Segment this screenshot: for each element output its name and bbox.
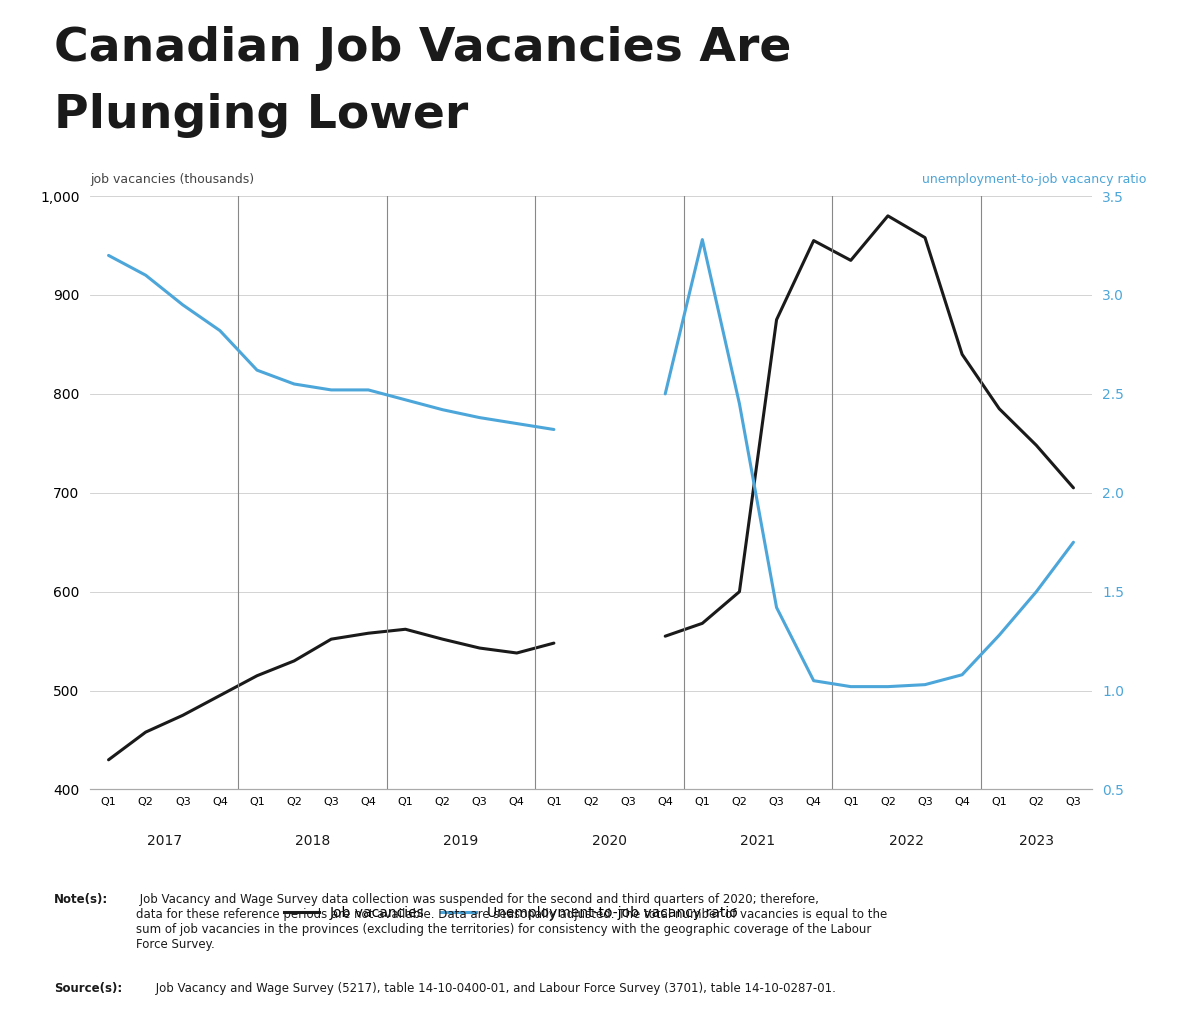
Text: 2018: 2018 — [295, 834, 330, 848]
Text: Note(s):: Note(s): — [54, 893, 108, 906]
Legend: Job vacancies, Unemployment-to-job vacancy ratio: Job vacancies, Unemployment-to-job vacan… — [278, 900, 743, 926]
Text: 2017: 2017 — [146, 834, 181, 848]
Text: Plunging Lower: Plunging Lower — [54, 93, 468, 138]
Text: 2022: 2022 — [889, 834, 924, 848]
Text: job vacancies (thousands): job vacancies (thousands) — [90, 172, 254, 186]
Text: 2020: 2020 — [592, 834, 628, 848]
Text: 2019: 2019 — [444, 834, 479, 848]
Text: Source(s):: Source(s): — [54, 982, 122, 996]
Text: unemployment-to-job vacancy ratio: unemployment-to-job vacancy ratio — [922, 172, 1146, 186]
Text: 2023: 2023 — [1019, 834, 1054, 848]
Text: Job Vacancy and Wage Survey data collection was suspended for the second and thi: Job Vacancy and Wage Survey data collect… — [136, 893, 887, 950]
Text: Canadian Job Vacancies Are: Canadian Job Vacancies Are — [54, 26, 791, 71]
Text: 2021: 2021 — [740, 834, 775, 848]
Text: Job Vacancy and Wage Survey (5217), table 14-10-0400-01, and Labour Force Survey: Job Vacancy and Wage Survey (5217), tabl… — [152, 982, 836, 996]
